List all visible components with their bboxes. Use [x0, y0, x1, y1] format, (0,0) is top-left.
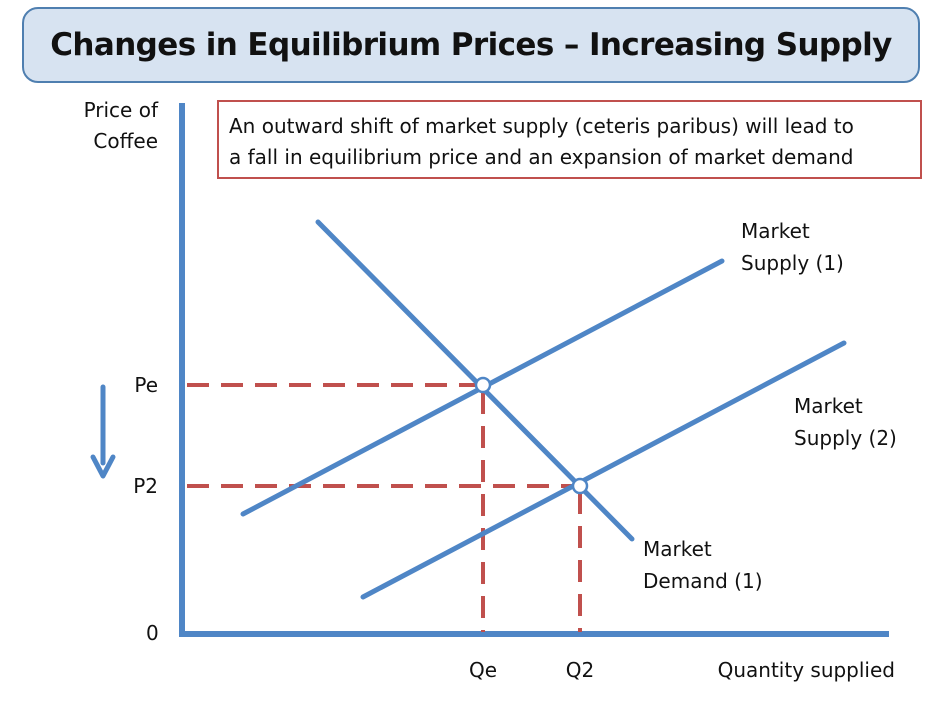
annotation-line-1: An outward shift of market supply (ceter… [229, 114, 854, 138]
price-label-pe: Pe [134, 373, 158, 397]
supply-2-label-line-2: Supply (2) [794, 426, 897, 450]
supply-1-label-line-1: Market [741, 219, 810, 243]
x-axis-label: Quantity supplied [718, 658, 895, 682]
price-label-p2: P2 [133, 474, 158, 498]
quantity-label-qe: Qe [469, 658, 497, 682]
supply-2-label-line-1: Market [794, 394, 863, 418]
equilibrium-point-new [571, 477, 589, 495]
market-supply-2-curve [360, 340, 847, 600]
supply-1-label-line-2: Supply (1) [741, 251, 844, 275]
y-axis-label-line-2: Coffee [93, 129, 158, 153]
equilibrium-point-initial [474, 376, 492, 394]
origin-label: 0 [146, 621, 159, 645]
y-axis-label-line-1: Price of [84, 98, 159, 122]
down-arrow-icon [90, 384, 116, 479]
title-banner: Changes in Equilibrium Prices – Increasi… [22, 7, 920, 83]
demand-1-label-line-2: Demand (1) [643, 569, 763, 593]
demand-1-label-line-1: Market [643, 537, 712, 561]
annotation-box [217, 100, 922, 179]
quantity-label-q2: Q2 [566, 658, 594, 682]
page-title: Changes in Equilibrium Prices – Increasi… [50, 27, 892, 63]
annotation-line-2: a fall in equilibrium price and an expan… [229, 145, 853, 169]
